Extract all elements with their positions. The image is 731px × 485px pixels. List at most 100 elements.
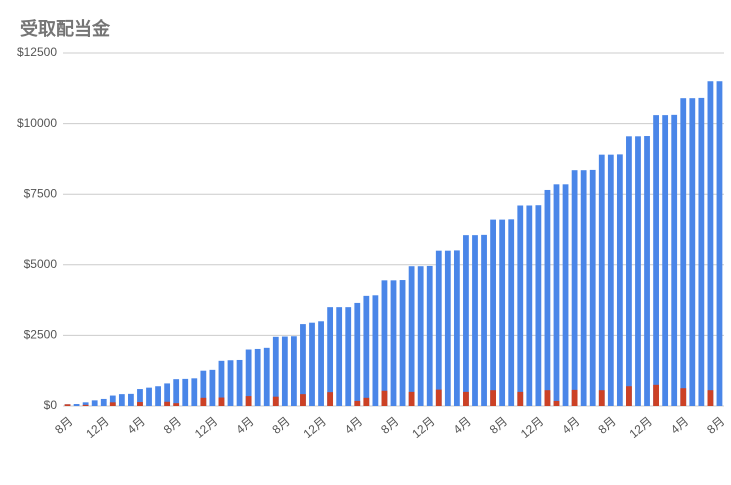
bar	[689, 98, 696, 407]
bar	[263, 347, 270, 406]
bar	[635, 136, 641, 407]
bar	[200, 397, 207, 406]
x-tick-label: 12月	[301, 414, 329, 441]
bar	[354, 302, 361, 406]
bar	[716, 81, 723, 407]
bar	[254, 348, 261, 406]
x-tick-label: 4月	[233, 414, 256, 437]
bar	[245, 349, 252, 406]
bar	[589, 169, 596, 406]
bar	[118, 394, 125, 406]
bar	[227, 360, 234, 406]
bar	[472, 235, 478, 406]
bar	[499, 219, 506, 406]
bar	[272, 396, 279, 406]
bar	[562, 184, 569, 406]
bar	[508, 219, 515, 406]
x-tick-label: 4月	[451, 414, 474, 437]
x-tick-label: 8月	[52, 414, 75, 437]
bar	[598, 390, 605, 406]
bar	[517, 205, 524, 406]
bar	[571, 170, 578, 406]
bar	[598, 154, 605, 406]
bar	[707, 81, 714, 407]
bar	[82, 404, 89, 406]
bar	[435, 389, 442, 406]
bar	[155, 386, 161, 406]
bar	[517, 391, 524, 406]
x-tick-label: 8月	[487, 414, 510, 437]
bar	[218, 397, 225, 406]
bar	[372, 295, 379, 406]
bar	[390, 280, 397, 406]
bar	[417, 266, 424, 406]
bar	[426, 265, 433, 406]
bar	[698, 97, 705, 406]
bar	[553, 400, 560, 406]
bar	[290, 336, 297, 406]
bar	[399, 280, 406, 406]
x-tick-label: 8月	[378, 414, 401, 437]
bar	[327, 392, 334, 406]
bar	[490, 390, 497, 406]
bar	[336, 307, 343, 406]
bar	[408, 266, 415, 406]
bar	[616, 154, 623, 406]
x-tick-label: 12月	[409, 414, 437, 441]
x-tick-label: 4月	[342, 414, 365, 437]
bar	[146, 387, 152, 406]
bar	[580, 170, 587, 406]
bar	[91, 400, 98, 406]
bar	[73, 404, 80, 406]
bar	[327, 307, 334, 406]
bar	[444, 250, 451, 406]
x-tick-label: 12月	[83, 414, 111, 441]
bar	[571, 389, 578, 406]
x-tick-label: 4月	[559, 414, 582, 437]
bar	[109, 402, 116, 406]
bar	[544, 189, 551, 406]
y-tick-label: $10000	[17, 116, 57, 130]
bar	[535, 205, 542, 406]
bar	[109, 395, 116, 406]
bar	[300, 324, 306, 406]
bar	[164, 401, 171, 406]
bar	[381, 390, 388, 406]
y-tick-label: $7500	[24, 186, 58, 200]
bar	[644, 136, 650, 406]
bar	[607, 154, 614, 406]
bar	[354, 400, 361, 406]
bar	[408, 391, 415, 406]
bar	[463, 235, 469, 406]
bar	[626, 136, 632, 407]
bar	[463, 391, 469, 406]
bar	[490, 219, 497, 406]
bar	[363, 295, 370, 406]
bar	[281, 336, 288, 406]
x-tick-label: 8月	[704, 414, 727, 437]
bar	[300, 394, 306, 406]
x-tick-label: 8月	[161, 414, 184, 437]
bar	[272, 336, 279, 406]
bar	[100, 398, 107, 406]
bar	[236, 359, 243, 406]
bar	[137, 402, 143, 406]
y-tick-label: $0	[44, 398, 58, 412]
bar	[209, 369, 216, 406]
bar	[662, 115, 669, 407]
bar	[309, 322, 315, 406]
bar	[345, 307, 352, 406]
bar	[200, 370, 207, 406]
x-tick-label: 4月	[125, 414, 148, 437]
bar	[381, 280, 388, 406]
bar	[137, 389, 143, 406]
bar	[680, 388, 687, 406]
bar	[680, 98, 687, 407]
bar	[653, 115, 659, 407]
bar	[453, 250, 460, 406]
bar	[164, 383, 171, 406]
bar	[182, 378, 189, 406]
bar	[526, 205, 533, 406]
